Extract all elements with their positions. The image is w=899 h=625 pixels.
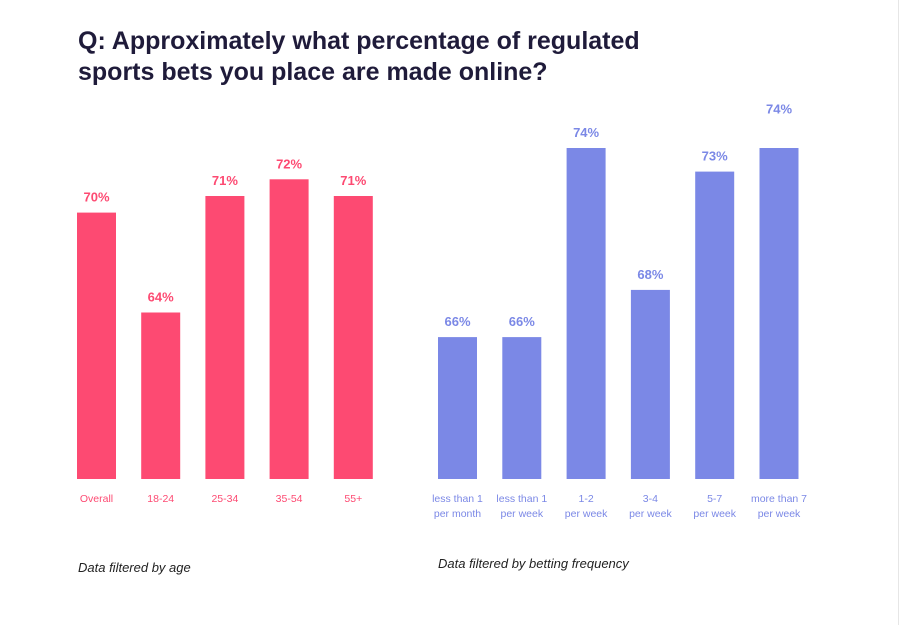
age-category-label: 55+ — [344, 493, 362, 505]
frequency-category-label: 3-4 per week — [629, 493, 672, 520]
age-category-label: 18-24 — [147, 493, 174, 505]
age-value-label: 71% — [212, 173, 238, 188]
frequency-bar — [566, 148, 606, 479]
frequency-value-label: 68% — [637, 267, 663, 282]
frequency-category-label: less than 1 per month — [432, 493, 483, 520]
age-chart-caption: Data filtered by age — [78, 560, 191, 575]
age-bar — [205, 196, 245, 479]
age-bar — [141, 312, 181, 479]
chart-title-line-1: Q: Approximately what percentage of regu… — [78, 27, 640, 55]
age-value-label: 64% — [148, 290, 174, 305]
frequency-bar — [759, 148, 799, 479]
age-bar — [77, 212, 116, 479]
age-value-label: 72% — [276, 156, 302, 171]
chart-title-line-2: sports bets you place are made online? — [78, 58, 548, 86]
frequency-value-label: 74% — [573, 125, 599, 140]
frequency-bar — [438, 337, 477, 479]
frequency-bar — [695, 171, 735, 479]
frequency-value-label: 66% — [509, 314, 535, 329]
chart-title: Q: Approximately what percentage of regu… — [78, 26, 698, 88]
frequency-chart-caption: Data filtered by betting frequency — [438, 556, 629, 571]
age-category-label: 25-34 — [211, 493, 238, 505]
age-bar — [333, 196, 373, 479]
age-value-label: 71% — [340, 173, 366, 188]
frequency-value-label: 66% — [444, 314, 470, 329]
age-value-label: 70% — [83, 190, 109, 205]
frequency-category-label: 1-2 per week — [565, 493, 608, 520]
frequency-category-label: 5-7 per week — [693, 493, 736, 520]
frequency-bar — [630, 289, 670, 479]
age-category-label: 35-54 — [276, 493, 303, 505]
frequency-value-label: 73% — [702, 149, 728, 164]
frequency-category-label: more than 7 per week — [751, 493, 807, 520]
frequency-category-label: less than 1 per week — [496, 493, 547, 520]
frequency-bar — [502, 337, 542, 479]
frequency-value-label: 74% — [766, 101, 792, 116]
age-category-label: Overall — [80, 493, 113, 505]
age-bar — [269, 179, 309, 480]
